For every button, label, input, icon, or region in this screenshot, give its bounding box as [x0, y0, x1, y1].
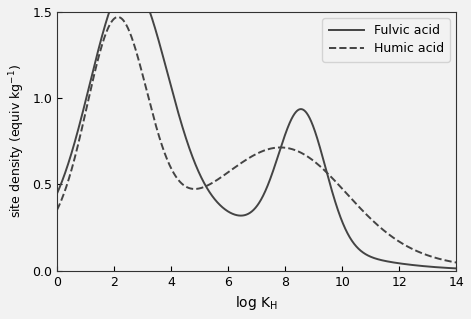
Line: Humic acid: Humic acid	[57, 17, 456, 263]
Humic acid	[442, 258, 447, 262]
Y-axis label: site density (equiv kg$^{-1}$): site density (equiv kg$^{-1}$)	[7, 64, 26, 218]
Fulvic acid	[249, 210, 254, 214]
Fulvic acid	[369, 255, 374, 259]
Humic acid	[454, 261, 459, 264]
Fulvic acid	[54, 192, 60, 196]
Fulvic acid	[74, 131, 80, 135]
Fulvic acid	[454, 266, 459, 270]
X-axis label: log K$_\mathrm{H}$: log K$_\mathrm{H}$	[235, 294, 278, 312]
Fulvic acid	[442, 266, 447, 270]
Humic acid	[74, 146, 80, 150]
Fulvic acid	[442, 266, 447, 270]
Humic acid	[115, 15, 121, 19]
Humic acid	[238, 161, 244, 165]
Fulvic acid	[238, 214, 244, 218]
Legend: Fulvic acid, Humic acid: Fulvic acid, Humic acid	[322, 18, 450, 62]
Humic acid	[369, 218, 374, 221]
Line: Fulvic acid: Fulvic acid	[57, 0, 456, 268]
Humic acid	[249, 155, 254, 159]
Humic acid	[442, 258, 447, 262]
Humic acid	[54, 208, 60, 212]
